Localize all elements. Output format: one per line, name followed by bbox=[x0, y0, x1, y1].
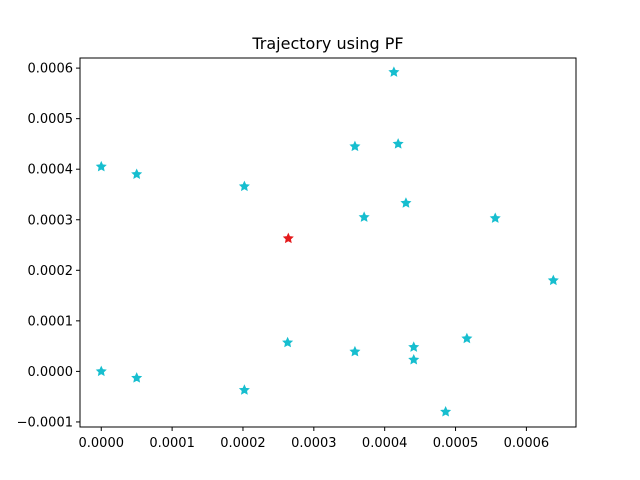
data-points bbox=[95, 66, 559, 417]
y-tick-label: 0.0005 bbox=[28, 112, 74, 127]
trajectory-point bbox=[547, 274, 559, 286]
y-tick-label: 0.0004 bbox=[28, 163, 74, 178]
y-tick-label: −0.0001 bbox=[17, 415, 73, 430]
trajectory-point bbox=[238, 180, 250, 192]
x-axis: 0.0000 0.0001 0.0002 0.0003 0.0004 0.0005 0.00… bbox=[79, 427, 550, 451]
x-tick-label: 0.0006 bbox=[504, 436, 550, 451]
trajectory-point bbox=[408, 353, 420, 365]
trajectory-point bbox=[238, 384, 250, 395]
trajectory-point bbox=[400, 197, 412, 208]
x-tick-label: 0.0000 bbox=[79, 436, 125, 451]
trajectory-point bbox=[461, 332, 473, 344]
trajectory-point bbox=[131, 372, 143, 383]
trajectory-point bbox=[358, 211, 370, 222]
y-tick-label: 0.0000 bbox=[28, 365, 74, 380]
y-tick-label: 0.0002 bbox=[28, 264, 74, 279]
trajectory-point bbox=[408, 341, 420, 352]
x-tick-label: 0.0005 bbox=[433, 436, 479, 451]
trajectory-point bbox=[95, 365, 107, 377]
trajectory-point bbox=[392, 138, 404, 149]
y-tick-label: 0.0003 bbox=[28, 213, 74, 228]
y-tick-label: 0.0001 bbox=[28, 314, 74, 329]
trajectory-point bbox=[95, 160, 107, 172]
trajectory-point bbox=[489, 212, 501, 223]
trajectory-point bbox=[388, 66, 400, 77]
trajectory-point bbox=[131, 168, 143, 179]
plot-area bbox=[79, 57, 577, 428]
trajectory-point bbox=[349, 345, 361, 357]
trajectory-point bbox=[282, 336, 294, 348]
y-tick-label: 0.0006 bbox=[28, 62, 74, 77]
trajectory-point bbox=[440, 406, 452, 417]
highlighted-point bbox=[282, 232, 294, 244]
x-tick-label: 0.0002 bbox=[220, 436, 266, 451]
x-tick-label: 0.0001 bbox=[149, 436, 195, 451]
y-axis: −0.0001 0.0000 0.0001 0.0002 0.0003 0.0004 0.0… bbox=[17, 62, 80, 430]
x-tick-label: 0.0004 bbox=[362, 436, 408, 451]
trajectory-point bbox=[349, 140, 361, 152]
chart-title: Trajectory using PF bbox=[251, 34, 403, 53]
x-tick-label: 0.0003 bbox=[291, 436, 337, 451]
